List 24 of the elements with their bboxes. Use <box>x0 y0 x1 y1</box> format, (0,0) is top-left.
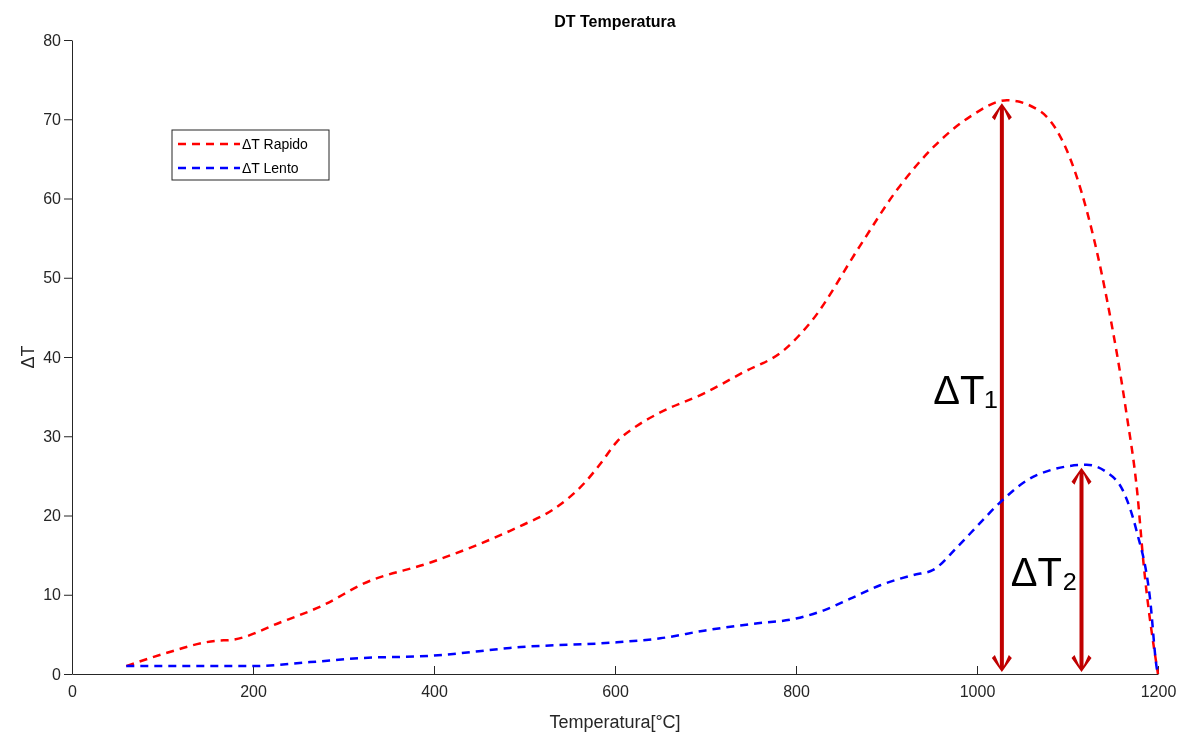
x-tick-label: 1200 <box>1140 683 1177 701</box>
y-tick-label: 60 <box>43 190 62 208</box>
y-tick-label: 10 <box>43 586 62 604</box>
legend-label: ΔT Lento <box>242 160 299 176</box>
legend-label: ΔT Rapido <box>242 136 309 152</box>
chart-title: DT Temperatura <box>554 13 676 30</box>
x-axis-title: Temperatura[°C] <box>549 712 681 732</box>
x-tick-label: 800 <box>783 683 810 701</box>
x-tick-label: 1000 <box>959 683 996 701</box>
annotation: ΔT₁ <box>933 367 998 412</box>
y-tick-label: 20 <box>43 507 62 525</box>
annotation: ΔT₂ <box>1010 549 1078 594</box>
y-tick-label: 40 <box>43 348 62 366</box>
x-tick-label: 400 <box>421 683 448 701</box>
line-series <box>125 98 1160 676</box>
y-axis-title: ΔT <box>18 345 38 369</box>
y-tick-label: 70 <box>43 110 62 128</box>
y-tick-label: 80 <box>43 31 62 49</box>
y-tick-label: 0 <box>52 665 62 683</box>
y-tick-label: 50 <box>43 269 62 287</box>
x-tick-label: 200 <box>240 683 267 701</box>
y-tick-label: 30 <box>43 427 62 445</box>
x-tick-label: 600 <box>602 683 629 701</box>
x-tick-label: 0 <box>68 683 78 701</box>
